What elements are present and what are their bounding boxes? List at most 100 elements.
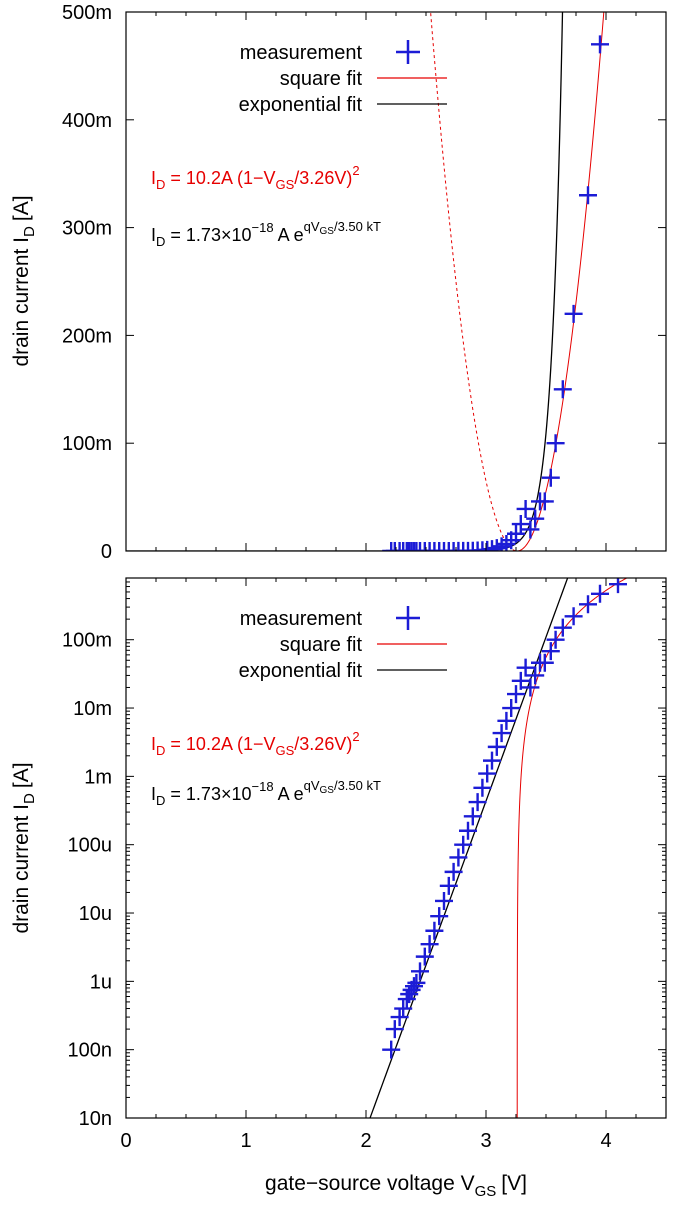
bottom-y-tick-label: 100n [68,1040,113,1062]
bottom-measurement-point [497,711,516,730]
bottom-y-label-sub: D [21,793,38,804]
top-square-equation: ID = 10.2A (1−VGS/3.26V)2 [151,163,360,192]
bottom-measurement-points [382,578,627,1059]
top-exponential-fit-line [126,12,564,551]
top-y-tick-label: 200m [62,325,112,347]
bottom-measurement-point [473,778,492,797]
bottom-legend-measurement-marker [396,606,420,630]
bottom-measurement-point [420,935,439,954]
top-legend-measurement: measurement [240,42,363,64]
bottom-measurement-point [449,848,468,867]
bottom-measurement-point [394,999,413,1018]
top-measurement-point [511,515,530,534]
top-legend-exponential-fit: exponential fit [239,94,363,116]
bottom-measurement-point [382,1040,401,1059]
bottom-y-tick-label: 1m [84,766,112,788]
bottom-measurement-point [459,821,477,840]
top-legend: measurement square fit exponential fit [239,40,447,116]
top-x-ticks [125,12,637,551]
bottom-measurement-point [516,658,535,677]
bottom-measurement-point [478,764,497,783]
bottom-measurement-point [521,678,540,697]
bottom-x-ticks: 0 1 2 3 4 [120,578,637,1152]
top-measurement-point [382,542,401,551]
bottom-y-tick-label: 100u [68,835,113,857]
bottom-measurement-point [411,962,429,981]
x-tick-label: 3 [480,1130,491,1152]
top-legend-square-fit: square fit [280,68,363,90]
bottom-y-tick-label: 10u [79,903,112,925]
top-y-label-sub: D [21,226,38,237]
x-tick-label: 2 [360,1130,371,1152]
bottom-measurement-point [502,699,521,718]
top-measurement-points [382,35,609,551]
bottom-measurement-point [487,737,506,756]
bottom-measurement-point [511,671,530,690]
bottom-exponential-fit-line [369,578,569,1118]
x-tick-label: 4 [600,1130,611,1152]
bottom-legend-square-fit: square fit [280,634,363,656]
top-measurement-point [546,434,565,453]
bottom-measurement-point [591,584,609,603]
top-measurement-point [579,186,597,205]
top-measurement-point [394,542,413,551]
bottom-measurement-point [415,947,434,966]
top-measurement-point [487,539,506,551]
top-measurement-point [541,468,560,487]
top-legend-measurement-marker [396,40,420,64]
bottom-measurement-point [444,862,463,881]
bottom-y-label-main: drain current I [10,804,33,934]
top-measurement-point [591,35,609,54]
top-y-tick-label: 0 [101,541,112,563]
bottom-measurement-point [468,793,487,812]
bottom-measurement-point [405,977,423,996]
top-measurement-point [521,520,540,539]
top-y-tick-label: 300m [62,218,112,240]
top-exponential-equation: ID = 1.73×10−18 A eqVGS/3.50 kT [151,219,381,249]
top-square-fit-dashed-line [430,12,518,551]
bottom-exponential-equation: ID = 1.73×10−18 A eqVGS/3.50 kT [151,778,381,808]
bottom-measurement-point [385,1020,404,1039]
bottom-measurement-point [439,876,458,895]
bottom-measurement-point [425,921,444,940]
bottom-y-axis-label: drain current ID [A] [10,762,38,933]
bottom-measurement-point [526,666,545,685]
top-y-ticks: 0 100m 200m 300m 400m 500m [62,2,666,563]
bottom-measurement-point [535,653,554,672]
x-label-main: gate−source voltage V [265,1172,475,1195]
bottom-measurement-point [483,751,501,770]
bottom-measurement-point [435,891,453,910]
x-axis-label: gate−source voltage VGS [V] [265,1172,527,1200]
bottom-measurement-point [430,907,449,926]
top-y-axis-label: drain current ID [A] [10,195,38,366]
top-measurement-point [507,524,525,543]
bottom-y-tick-label: 10n [79,1108,112,1130]
top-measurement-point [564,304,583,323]
x-label-sub: GS [475,1183,497,1200]
bottom-chart: 0 1 2 3 4 10n 100n 1u 10u 100u 1m 10m 100m drain cu… [10,577,667,1200]
top-y-label-main: drain current I [10,237,33,367]
bottom-y-label-unit: [A] [10,762,33,788]
top-chart: 0 100m 200m 300m 400m 500m drain current ID [A… [10,2,667,563]
bottom-measurement-point [407,973,426,992]
bottom-legend: measurement square fit exponential fit [239,606,447,682]
top-fit-curves [126,12,605,551]
top-plot-frame [125,11,667,552]
top-measurement-point [526,509,545,528]
top-measurement-point [535,492,554,511]
top-y-tick-label: 400m [62,110,112,132]
top-measurement-point [385,542,404,551]
bottom-measurement-point [553,618,572,637]
bottom-measurement-point [564,607,583,626]
bottom-measurement-point [541,642,560,661]
bottom-square-equation: ID = 10.2A (1−VGS/3.26V)2 [151,729,360,758]
x-label-unit: [V] [501,1172,527,1195]
bottom-measurement-point [390,1008,409,1027]
bottom-legend-exponential-fit: exponential fit [239,660,363,682]
top-measurement-point [516,499,535,518]
bottom-y-ticks: 10n 100n 1u 10u 100u 1m 10m 100m [62,577,666,1130]
x-tick-label: 1 [240,1130,251,1152]
bottom-measurement-point [463,807,482,826]
bottom-fit-curves [369,578,628,1118]
